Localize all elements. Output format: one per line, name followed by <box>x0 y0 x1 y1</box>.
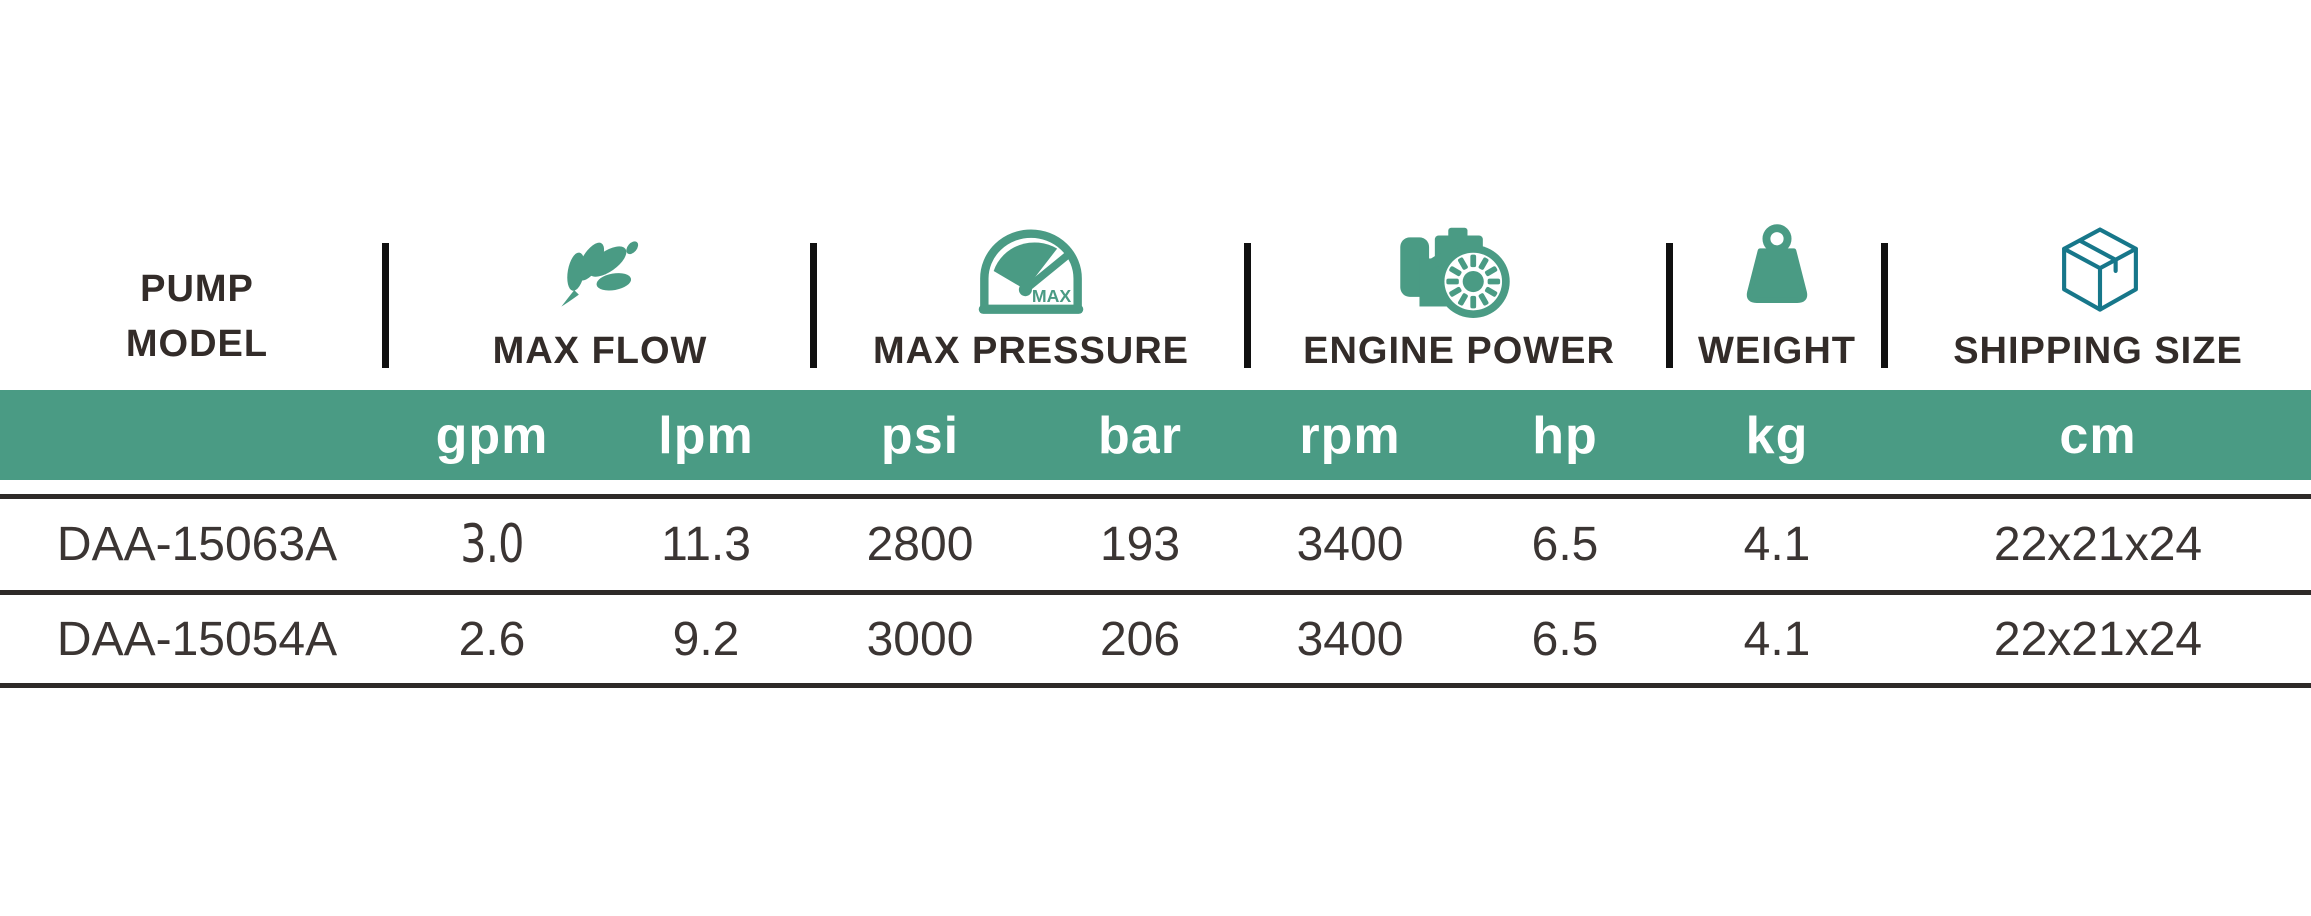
table-row: DAA-15054A 2.6 9.2 3000 206 3400 6.5 4.1… <box>0 595 2311 683</box>
cell-pressure-bar: 206 <box>1099 612 1181 666</box>
cell-pressure-bar: 193 <box>1099 518 1181 571</box>
gauge-icon: MAX <box>975 224 1087 323</box>
column-divider <box>382 243 389 368</box>
cell-engine-rpm: 3400 <box>1296 518 1404 571</box>
cell-engine-hp: 6.5 <box>1531 612 1599 666</box>
unit-label-gpm: gpm <box>435 407 549 465</box>
cell-pump-model: DAA-15063A <box>56 518 338 571</box>
column-header-max-pressure: MAX PRESSURE <box>872 330 1190 372</box>
cell-pressure-psi: 3000 <box>866 612 974 666</box>
column-divider <box>810 243 817 368</box>
unit-label-lpm: lpm <box>658 407 754 465</box>
cell-max-flow-lpm: 9.2 <box>672 612 740 666</box>
cell-pressure-psi: 2800 <box>866 518 974 571</box>
unit-label-cm: cm <box>2059 407 2137 465</box>
column-header-shipping-size: SHIPPING SIZE <box>1953 330 2243 372</box>
unit-label-hp: hp <box>1532 407 1598 465</box>
unit-label-bar: bar <box>1098 407 1182 465</box>
row-divider <box>0 683 2311 688</box>
cell-shipping-size: 22x21x24 <box>1993 612 2203 666</box>
units-bar: gpm lpm psi bar rpm hp kg cm <box>0 390 2311 480</box>
cell-engine-rpm: 3400 <box>1296 612 1404 666</box>
column-header-weight: WEIGHT <box>1698 330 1856 372</box>
row-divider <box>0 494 2311 499</box>
cell-weight-kg: 4.1 <box>1743 612 1811 666</box>
column-divider <box>1244 243 1251 368</box>
row-divider <box>0 590 2311 595</box>
unit-label-kg: kg <box>1745 407 1809 465</box>
cell-max-flow-gpm: 3.0 <box>460 514 524 575</box>
box-icon <box>2051 224 2149 321</box>
column-header-max-flow: MAX FLOW <box>492 330 708 372</box>
cell-max-flow-gpm: 2.6 <box>458 612 526 666</box>
column-divider <box>1881 243 1888 368</box>
cell-shipping-size: 22x21x24 <box>1993 518 2203 571</box>
column-header-engine-power: ENGINE POWER <box>1303 330 1615 372</box>
gauge-max-label: MAX <box>1032 286 1072 306</box>
table-row: DAA-15063A 3.0 11.3 2800 193 3400 6.5 4.… <box>0 499 2311 590</box>
unit-label-psi: psi <box>880 407 960 465</box>
splash-icon <box>554 222 646 319</box>
cell-pump-model: DAA-15054A <box>56 612 338 666</box>
engine-icon <box>1393 222 1518 323</box>
cell-max-flow-lpm: 11.3 <box>661 518 751 571</box>
column-header-pump-model: PUMP MODEL <box>125 268 269 365</box>
cell-weight-kg: 4.1 <box>1743 518 1811 571</box>
cell-engine-hp: 6.5 <box>1531 518 1599 571</box>
unit-label-rpm: rpm <box>1299 407 1401 465</box>
column-divider <box>1666 243 1673 368</box>
weight-icon <box>1731 222 1823 315</box>
